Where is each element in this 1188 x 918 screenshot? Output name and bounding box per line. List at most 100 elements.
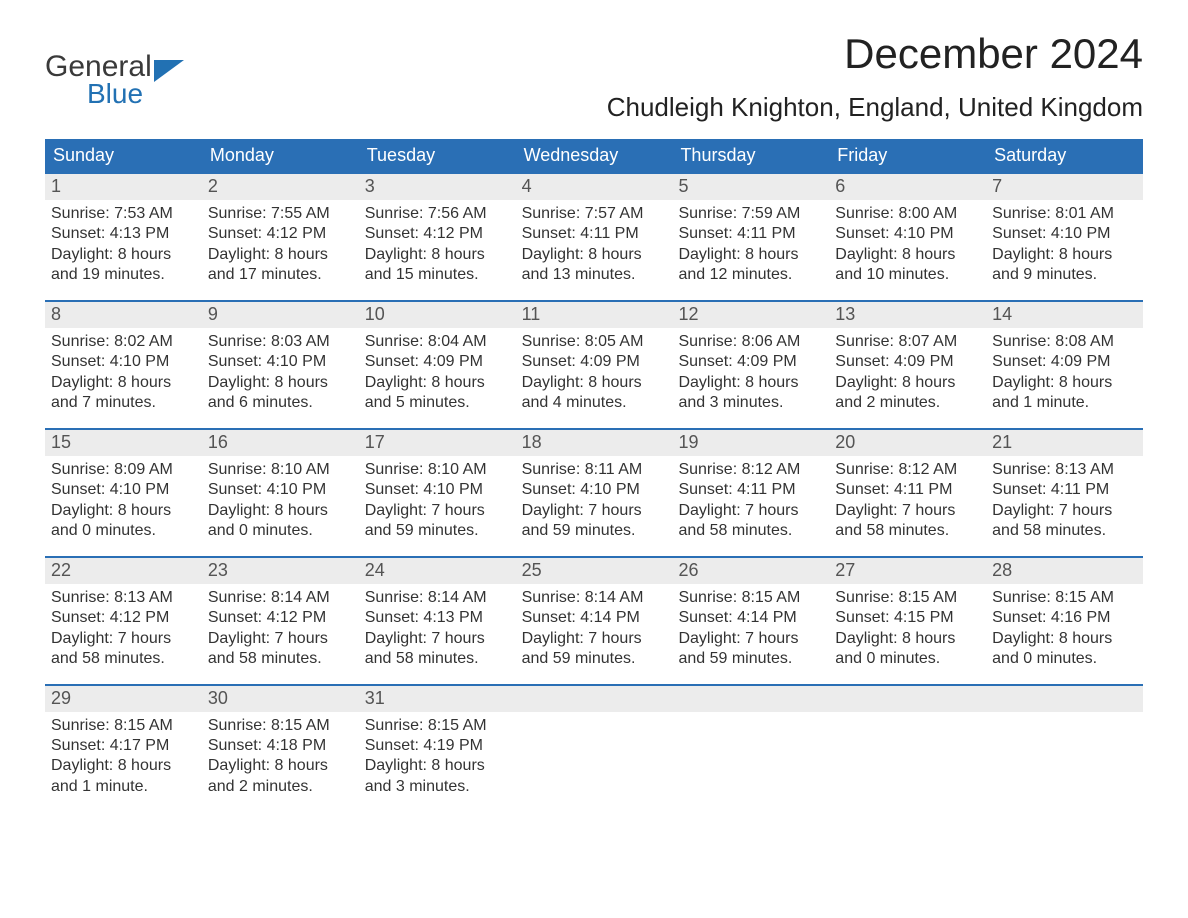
- weekday-monday: Monday: [202, 139, 359, 174]
- daylight-line2: and 59 minutes.: [365, 521, 510, 541]
- day-details: Sunrise: 8:07 AMSunset: 4:09 PMDaylight:…: [829, 328, 986, 414]
- day-number: 30: [202, 686, 359, 712]
- sunrise-text: Sunrise: 8:13 AM: [992, 460, 1137, 480]
- daylight-line2: and 1 minute.: [51, 777, 196, 797]
- daylight-line2: and 3 minutes.: [678, 393, 823, 413]
- day-number: [672, 686, 829, 712]
- week-row: 22Sunrise: 8:13 AMSunset: 4:12 PMDayligh…: [45, 556, 1143, 684]
- week-row: 1Sunrise: 7:53 AMSunset: 4:13 PMDaylight…: [45, 174, 1143, 300]
- daylight-line2: and 15 minutes.: [365, 265, 510, 285]
- day-details: Sunrise: 7:53 AMSunset: 4:13 PMDaylight:…: [45, 200, 202, 286]
- day-number: 9: [202, 302, 359, 328]
- daylight-line2: and 59 minutes.: [678, 649, 823, 669]
- brand-flag-icon: [154, 60, 184, 82]
- daylight-line1: Daylight: 8 hours: [208, 245, 353, 265]
- daylight-line1: Daylight: 7 hours: [992, 501, 1137, 521]
- day-details: Sunrise: 8:15 AMSunset: 4:17 PMDaylight:…: [45, 712, 202, 798]
- day-cell: 1Sunrise: 7:53 AMSunset: 4:13 PMDaylight…: [45, 174, 202, 300]
- daylight-line2: and 4 minutes.: [522, 393, 667, 413]
- day-details: Sunrise: 7:56 AMSunset: 4:12 PMDaylight:…: [359, 200, 516, 286]
- daylight-line1: Daylight: 8 hours: [365, 373, 510, 393]
- day-number: 22: [45, 558, 202, 584]
- sunset-text: Sunset: 4:11 PM: [522, 224, 667, 244]
- day-number: 20: [829, 430, 986, 456]
- day-details: Sunrise: 7:57 AMSunset: 4:11 PMDaylight:…: [516, 200, 673, 286]
- day-number: 15: [45, 430, 202, 456]
- daylight-line2: and 58 minutes.: [208, 649, 353, 669]
- day-cell: 3Sunrise: 7:56 AMSunset: 4:12 PMDaylight…: [359, 174, 516, 300]
- sunset-text: Sunset: 4:10 PM: [208, 480, 353, 500]
- month-title: December 2024: [607, 30, 1143, 78]
- sunrise-text: Sunrise: 7:56 AM: [365, 204, 510, 224]
- daylight-line1: Daylight: 7 hours: [835, 501, 980, 521]
- day-details: Sunrise: 8:10 AMSunset: 4:10 PMDaylight:…: [202, 456, 359, 542]
- day-number: 11: [516, 302, 673, 328]
- daylight-line2: and 12 minutes.: [678, 265, 823, 285]
- sunset-text: Sunset: 4:11 PM: [678, 480, 823, 500]
- day-cell: 24Sunrise: 8:14 AMSunset: 4:13 PMDayligh…: [359, 558, 516, 684]
- daylight-line1: Daylight: 8 hours: [678, 245, 823, 265]
- daylight-line2: and 0 minutes.: [835, 649, 980, 669]
- day-details: Sunrise: 8:14 AMSunset: 4:13 PMDaylight:…: [359, 584, 516, 670]
- day-details: [829, 712, 986, 716]
- sunrise-text: Sunrise: 8:15 AM: [678, 588, 823, 608]
- day-details: Sunrise: 8:13 AMSunset: 4:12 PMDaylight:…: [45, 584, 202, 670]
- sunrise-text: Sunrise: 8:15 AM: [992, 588, 1137, 608]
- sunset-text: Sunset: 4:10 PM: [522, 480, 667, 500]
- day-cell: 12Sunrise: 8:06 AMSunset: 4:09 PMDayligh…: [672, 302, 829, 428]
- day-number: 17: [359, 430, 516, 456]
- daylight-line1: Daylight: 8 hours: [522, 373, 667, 393]
- sunrise-text: Sunrise: 8:12 AM: [678, 460, 823, 480]
- day-cell: 22Sunrise: 8:13 AMSunset: 4:12 PMDayligh…: [45, 558, 202, 684]
- day-cell: 27Sunrise: 8:15 AMSunset: 4:15 PMDayligh…: [829, 558, 986, 684]
- brand-logo: General Blue: [45, 30, 184, 110]
- daylight-line1: Daylight: 8 hours: [678, 373, 823, 393]
- day-number: 21: [986, 430, 1143, 456]
- day-cell: 10Sunrise: 8:04 AMSunset: 4:09 PMDayligh…: [359, 302, 516, 428]
- daylight-line2: and 0 minutes.: [51, 521, 196, 541]
- day-cell: 14Sunrise: 8:08 AMSunset: 4:09 PMDayligh…: [986, 302, 1143, 428]
- day-details: Sunrise: 8:15 AMSunset: 4:18 PMDaylight:…: [202, 712, 359, 798]
- day-cell: 11Sunrise: 8:05 AMSunset: 4:09 PMDayligh…: [516, 302, 673, 428]
- day-cell: 13Sunrise: 8:07 AMSunset: 4:09 PMDayligh…: [829, 302, 986, 428]
- day-cell: 17Sunrise: 8:10 AMSunset: 4:10 PMDayligh…: [359, 430, 516, 556]
- sunrise-text: Sunrise: 8:14 AM: [522, 588, 667, 608]
- sunrise-text: Sunrise: 7:55 AM: [208, 204, 353, 224]
- daylight-line1: Daylight: 7 hours: [678, 501, 823, 521]
- day-number: 2: [202, 174, 359, 200]
- sunrise-text: Sunrise: 8:15 AM: [51, 716, 196, 736]
- day-cell: 2Sunrise: 7:55 AMSunset: 4:12 PMDaylight…: [202, 174, 359, 300]
- day-cell: 29Sunrise: 8:15 AMSunset: 4:17 PMDayligh…: [45, 686, 202, 812]
- sunset-text: Sunset: 4:10 PM: [992, 224, 1137, 244]
- daylight-line1: Daylight: 8 hours: [522, 245, 667, 265]
- day-cell: 5Sunrise: 7:59 AMSunset: 4:11 PMDaylight…: [672, 174, 829, 300]
- day-details: Sunrise: 8:04 AMSunset: 4:09 PMDaylight:…: [359, 328, 516, 414]
- day-cell: 19Sunrise: 8:12 AMSunset: 4:11 PMDayligh…: [672, 430, 829, 556]
- daylight-line1: Daylight: 8 hours: [835, 245, 980, 265]
- sunset-text: Sunset: 4:14 PM: [522, 608, 667, 628]
- weekday-saturday: Saturday: [986, 139, 1143, 174]
- sunset-text: Sunset: 4:09 PM: [522, 352, 667, 372]
- daylight-line1: Daylight: 8 hours: [208, 501, 353, 521]
- sunset-text: Sunset: 4:09 PM: [992, 352, 1137, 372]
- day-details: [672, 712, 829, 716]
- day-cell-empty: [516, 686, 673, 812]
- sunrise-text: Sunrise: 8:13 AM: [51, 588, 196, 608]
- daylight-line2: and 58 minutes.: [51, 649, 196, 669]
- day-cell: 7Sunrise: 8:01 AMSunset: 4:10 PMDaylight…: [986, 174, 1143, 300]
- sunset-text: Sunset: 4:09 PM: [678, 352, 823, 372]
- day-number: 24: [359, 558, 516, 584]
- week-row: 8Sunrise: 8:02 AMSunset: 4:10 PMDaylight…: [45, 300, 1143, 428]
- day-cell: 6Sunrise: 8:00 AMSunset: 4:10 PMDaylight…: [829, 174, 986, 300]
- day-cell: 8Sunrise: 8:02 AMSunset: 4:10 PMDaylight…: [45, 302, 202, 428]
- day-cell: 30Sunrise: 8:15 AMSunset: 4:18 PMDayligh…: [202, 686, 359, 812]
- daylight-line2: and 2 minutes.: [835, 393, 980, 413]
- day-number: 13: [829, 302, 986, 328]
- day-cell: 28Sunrise: 8:15 AMSunset: 4:16 PMDayligh…: [986, 558, 1143, 684]
- daylight-line1: Daylight: 8 hours: [992, 373, 1137, 393]
- daylight-line2: and 7 minutes.: [51, 393, 196, 413]
- sunrise-text: Sunrise: 8:02 AM: [51, 332, 196, 352]
- sunset-text: Sunset: 4:09 PM: [835, 352, 980, 372]
- sunset-text: Sunset: 4:11 PM: [678, 224, 823, 244]
- day-details: Sunrise: 7:55 AMSunset: 4:12 PMDaylight:…: [202, 200, 359, 286]
